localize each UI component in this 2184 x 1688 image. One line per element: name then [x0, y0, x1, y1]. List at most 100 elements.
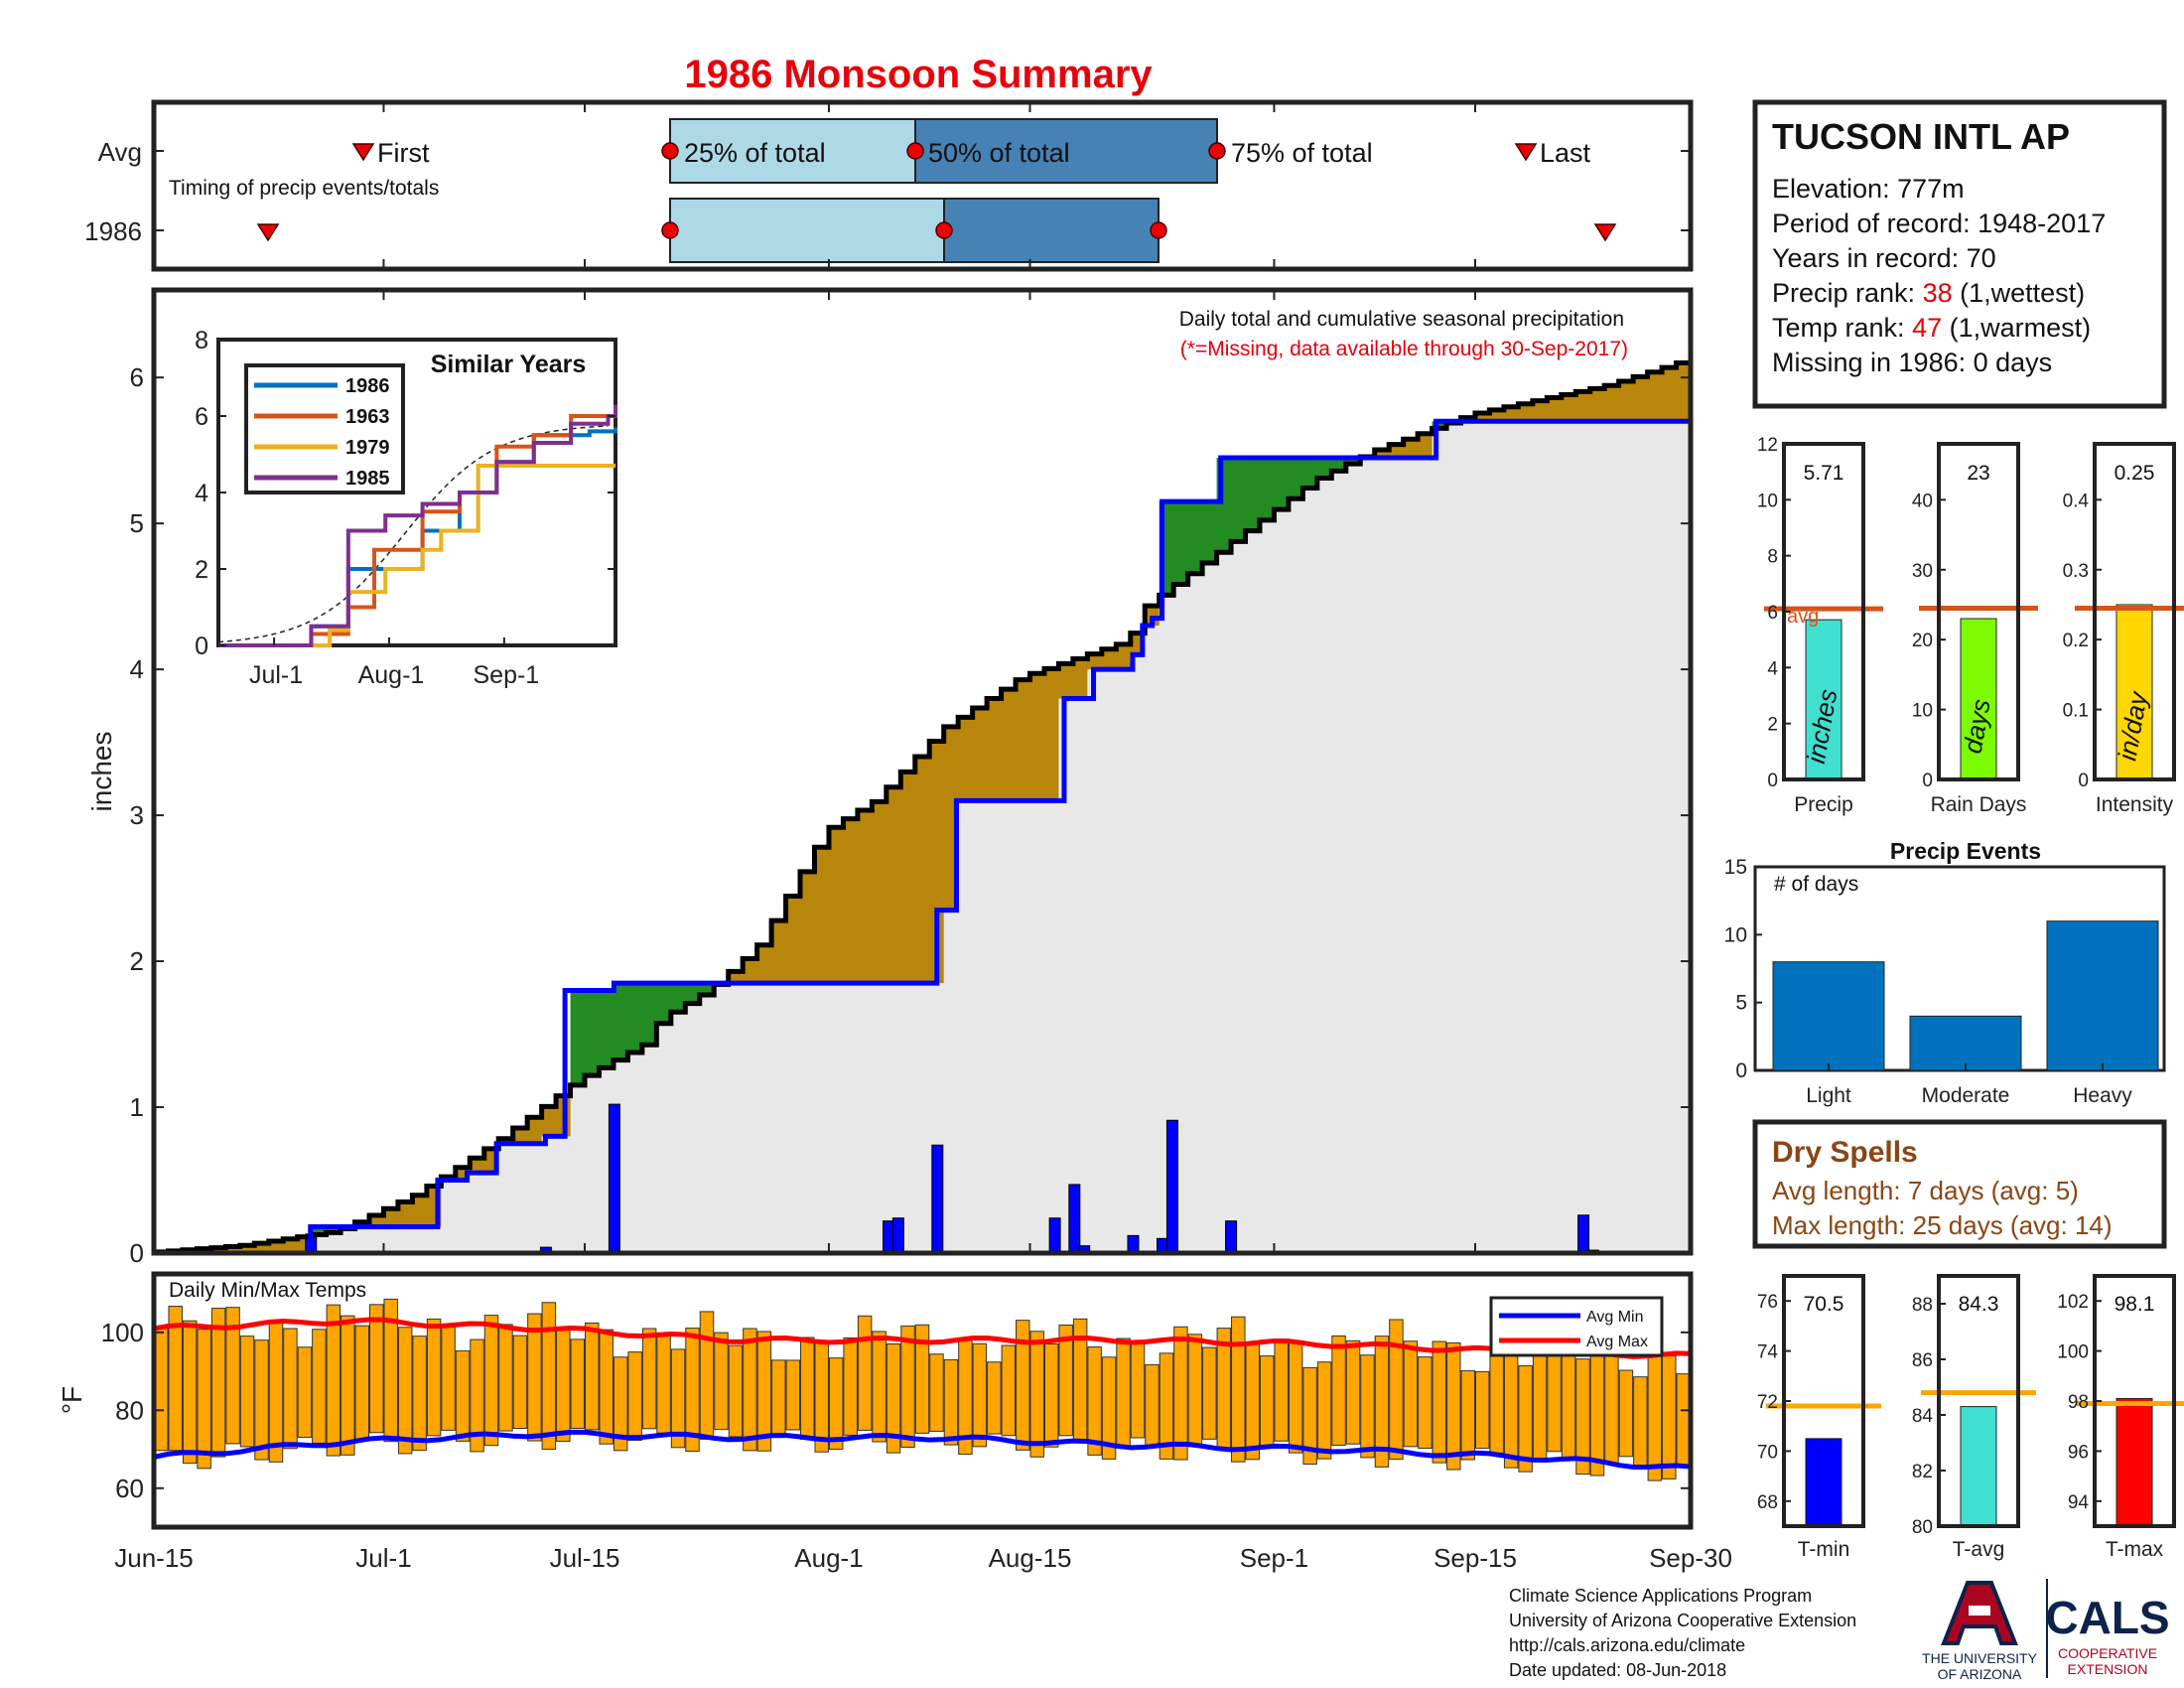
daily-temp-bar [1058, 1324, 1073, 1437]
stat-intensity-label: Intensity [2096, 793, 2174, 816]
above-average-fill [254, 1243, 270, 1253]
cumulative-base-fill [455, 1180, 471, 1253]
daily-temp-bar [210, 1308, 226, 1458]
inset-y-label: 0 [195, 633, 208, 660]
cumulative-base-fill [743, 983, 758, 1253]
above-average-fill [1604, 385, 1620, 422]
cumulative-base-fill [641, 1045, 657, 1253]
stat-tick-label: 0.2 [2063, 631, 2089, 651]
below-average-fill [1432, 421, 1447, 429]
below-average-fill [1316, 458, 1332, 479]
daily-temp-bar [1633, 1376, 1648, 1468]
above-average-fill [1016, 679, 1031, 801]
year-25-50-box [669, 198, 945, 263]
daily-temp-bar [197, 1329, 211, 1470]
daily-temp-bar [498, 1324, 513, 1432]
cumulative-base-fill [943, 910, 959, 1253]
cumulative-base-fill [828, 983, 845, 1253]
cumulative-base-fill [714, 984, 730, 1253]
daily-temp-bar [254, 1339, 269, 1461]
cumulative-base-fill [1489, 421, 1505, 1254]
daily-temp-bar [1518, 1365, 1533, 1473]
cumulative-base-fill [498, 1143, 514, 1253]
cumulative-base-fill [527, 1143, 543, 1253]
above-average-fill [800, 871, 816, 984]
temp-stat-tick-label: 98 [2068, 1392, 2089, 1413]
daily-temp-bar [1316, 1361, 1332, 1460]
above-average-fill [743, 958, 758, 984]
stat-tick-label: 0.4 [2063, 491, 2090, 511]
inset-x-label: Aug-1 [358, 661, 425, 689]
cumulative-base-fill [1216, 552, 1232, 1253]
y-tick-label: 4 [130, 654, 144, 684]
daily-temp-bar [1575, 1358, 1590, 1476]
cumulative-base-fill [441, 1180, 457, 1253]
above-average-fill [1116, 643, 1132, 670]
observed-cumulative-line [151, 359, 1691, 1255]
cumulative-base-fill [843, 983, 859, 1253]
stat-tick-label: 4 [1767, 658, 1778, 679]
above-average-fill [498, 1138, 514, 1144]
above-average-fill [929, 741, 945, 984]
temp-avg-max-line [153, 1317, 1692, 1359]
cumulative-base-fill [1173, 584, 1189, 1253]
temp-stat-tmin-value: 70.5 [1804, 1293, 1844, 1316]
stat-tick-label: 20 [1912, 631, 1933, 651]
daily-temp-bar [1043, 1343, 1059, 1448]
daily-temp-bar [283, 1328, 298, 1450]
daily-temp-bar [483, 1315, 499, 1447]
temp-y-label: 80 [115, 1395, 144, 1425]
stat-intensity-value: 0.25 [2115, 462, 2155, 485]
daily-temp-bar [154, 1328, 169, 1452]
above-average-fill [972, 707, 988, 801]
above-average-fill [1474, 412, 1491, 422]
dry-max: Max length: 25 days (avg: 14) [1772, 1210, 2113, 1240]
daily-temp-bar [872, 1331, 887, 1443]
above-average-fill [1043, 668, 1060, 801]
stat-intensity-bar [2116, 604, 2153, 780]
daily-temp-bar [886, 1343, 901, 1454]
station-name: TUCSON INTL AP [1772, 116, 2070, 157]
temp-y-label: 60 [115, 1474, 144, 1503]
daily-temp-bar [1331, 1335, 1346, 1447]
events-title: Precip Events [1890, 838, 2041, 864]
daily-precip-bar [1577, 1214, 1590, 1254]
temp-stat-tick-label: 72 [1757, 1392, 1778, 1413]
event-label-moderate: Moderate [1922, 1084, 2010, 1107]
above-average-fill [283, 1238, 299, 1253]
daily-temp-bar [225, 1307, 240, 1445]
cumulative-base-fill [326, 1232, 341, 1253]
daily-temp-bar [1489, 1346, 1504, 1454]
cumulative-base-fill [1360, 458, 1376, 1253]
above-average-fill [872, 801, 887, 984]
first-label: First [377, 138, 430, 168]
above-average-fill [1618, 380, 1634, 422]
cumulative-base-fill [872, 983, 887, 1253]
cumulative-base-fill [1001, 800, 1017, 1253]
inset-y-label: 4 [195, 480, 208, 507]
cumulative-base-fill [1389, 458, 1405, 1253]
cumulative-base-fill [1418, 458, 1433, 1253]
temp-stat-tick-label: 84 [1912, 1406, 1934, 1427]
above-average-fill [1418, 433, 1433, 459]
inset-average-line [217, 425, 609, 643]
inset-series-1985 [218, 404, 617, 647]
inset-x-label: Sep-1 [473, 661, 539, 689]
cumulative-base-fill [1316, 478, 1332, 1253]
below-average-fill [1288, 458, 1303, 499]
daily-temp-bar [1087, 1346, 1102, 1456]
above-average-fill [1087, 653, 1103, 670]
cumulative-base-fill [814, 983, 830, 1253]
daily-temp-bar [599, 1329, 614, 1445]
daily-temp-bar [426, 1318, 442, 1437]
daily-temp-bar [1647, 1353, 1663, 1481]
dry-avg: Avg length: 7 days (avg: 5) [1772, 1176, 2079, 1205]
daily-temp-bar [699, 1311, 715, 1440]
cumulative-base-fill [1043, 800, 1060, 1253]
below-average-fill [599, 990, 614, 1068]
cumulative-base-fill [1159, 595, 1174, 1253]
cumulative-base-fill [1029, 800, 1045, 1253]
timing-year-label: 1986 [84, 216, 142, 246]
inset-legend-label: 1963 [345, 406, 390, 428]
daily-temp-bar [1474, 1370, 1490, 1450]
